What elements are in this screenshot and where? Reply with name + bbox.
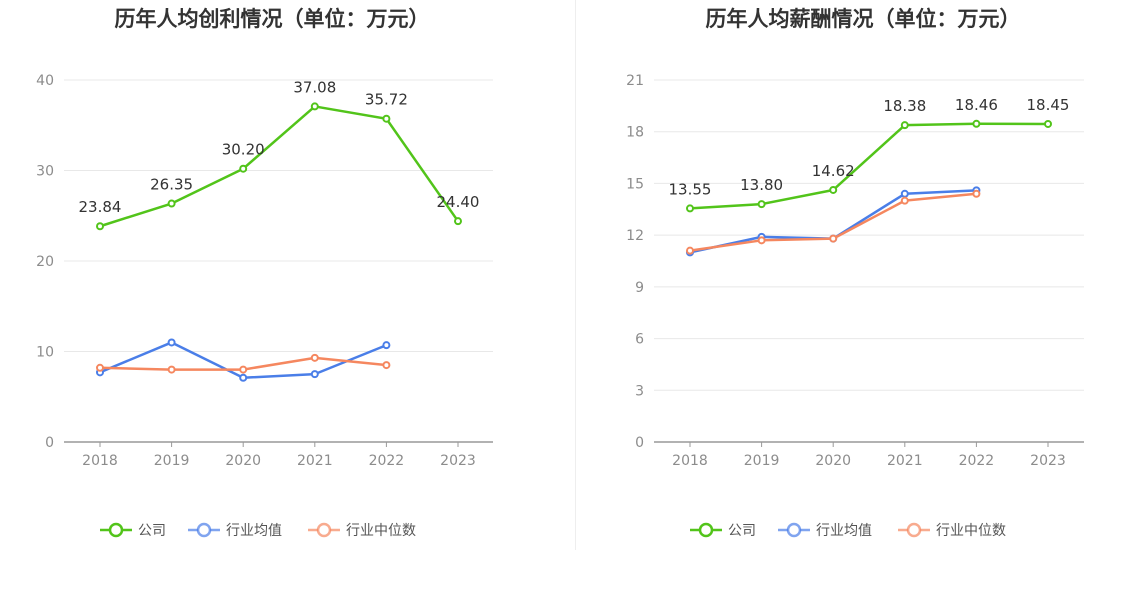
x-tick-label: 2020 [815,453,851,469]
profit-per-capita-chart: 历年人均创利情况（单位：万元） 0 10 20 30 40 2018 2019 2020 2021… [36,7,493,539]
data-point-1 [382,341,391,350]
data-label: 18.46 [955,96,998,114]
data-label: 18.38 [883,97,926,115]
data-point-0 [239,164,248,173]
data-point-2 [686,246,694,255]
legend-marker [906,522,922,538]
x-tick-label: 2019 [744,453,780,469]
x-tick-label: 2018 [672,453,708,469]
x-tick-label: 2022 [959,453,995,469]
data-label: 23.84 [79,198,122,216]
data-label: 30.20 [222,141,265,159]
y-tick-label: 18 [626,125,644,141]
legend-marker [196,522,212,538]
data-label: 13.80 [740,176,783,194]
data-point-0 [900,121,909,130]
x-tick-label: 2019 [154,453,190,469]
y-tick-label: 10 [36,345,54,361]
legend-item-2[interactable]: 行业中位数 [308,522,416,539]
y-tick-label: 30 [36,164,54,180]
x-tick-label: 2023 [440,453,476,469]
data-point-2 [310,353,319,362]
legend-item-0[interactable]: 公司 [690,522,756,539]
chart-title: 历年人均薪酬情况（单位：万元） [706,7,1021,31]
data-point-0 [757,200,766,209]
legend-marker [786,522,802,538]
data-label: 13.55 [669,180,712,198]
data-point-2 [167,365,176,374]
data-point-2 [757,236,766,245]
data-label: 18.45 [1027,96,1070,114]
y-tick-label: 21 [626,73,644,89]
legend-marker [316,522,332,538]
legend-label: 公司 [728,523,756,539]
data-point-2 [900,196,909,205]
data-point-1 [310,370,319,379]
y-tick-label: 15 [626,176,644,192]
data-point-2 [829,234,838,243]
legend-marker [698,522,714,538]
data-point-2 [96,363,104,372]
data-point-2 [382,361,391,370]
legend-marker [108,522,124,538]
data-point-2 [972,189,981,198]
y-tick-label: 3 [635,383,644,399]
legend-label: 行业均值 [816,523,872,539]
legend-item-2[interactable]: 行业中位数 [898,522,1006,539]
y-tick-label: 40 [36,73,54,89]
y-tick-label: 0 [45,435,54,451]
data-point-0 [382,114,391,123]
data-label: 14.62 [812,162,855,180]
legend-item-1[interactable]: 行业均值 [778,522,872,539]
data-label: 24.40 [437,193,480,211]
legend-label: 行业中位数 [936,523,1006,539]
data-point-0 [167,199,176,208]
data-point-1 [900,189,909,198]
legend-item-1[interactable]: 行业均值 [188,522,282,539]
data-point-0 [686,204,694,213]
y-tick-label: 6 [635,332,644,348]
chart-title: 历年人均创利情况（单位：万元） [115,7,430,31]
data-point-0 [1044,119,1052,128]
x-tick-label: 2020 [225,453,261,469]
series-line-1 [689,189,977,254]
y-tick-label: 20 [36,254,54,270]
legend-label: 行业中位数 [346,523,416,539]
data-label: 37.08 [293,78,336,96]
data-point-2 [239,365,248,374]
salary-per-capita-chart: 历年人均薪酬情况（单位：万元） 0 3 6 9 12 15 18 21 2018 2019 2020 2… [626,7,1084,539]
data-point-0 [972,119,981,128]
legend-label: 公司 [138,523,166,539]
x-tick-label: 2021 [887,453,923,469]
data-point-1 [167,338,176,347]
legend-item-0[interactable]: 公司 [100,522,166,539]
x-tick-label: 2023 [1030,453,1066,469]
x-tick-label: 2018 [82,453,118,469]
legend-label: 行业均值 [226,523,282,539]
x-tick-label: 2021 [297,453,333,469]
data-label: 26.35 [150,176,193,194]
data-point-0 [310,102,319,111]
data-point-0 [454,217,462,226]
series-line-0 [99,105,460,228]
panel-divider [575,0,576,550]
data-point-0 [96,222,104,231]
series-line-0 [689,122,1049,210]
y-tick-label: 0 [635,435,644,451]
data-point-0 [829,185,838,194]
y-tick-label: 12 [626,228,644,244]
data-point-1 [239,373,248,382]
y-tick-label: 9 [635,280,644,296]
x-tick-label: 2022 [369,453,405,469]
data-label: 35.72 [365,91,408,109]
